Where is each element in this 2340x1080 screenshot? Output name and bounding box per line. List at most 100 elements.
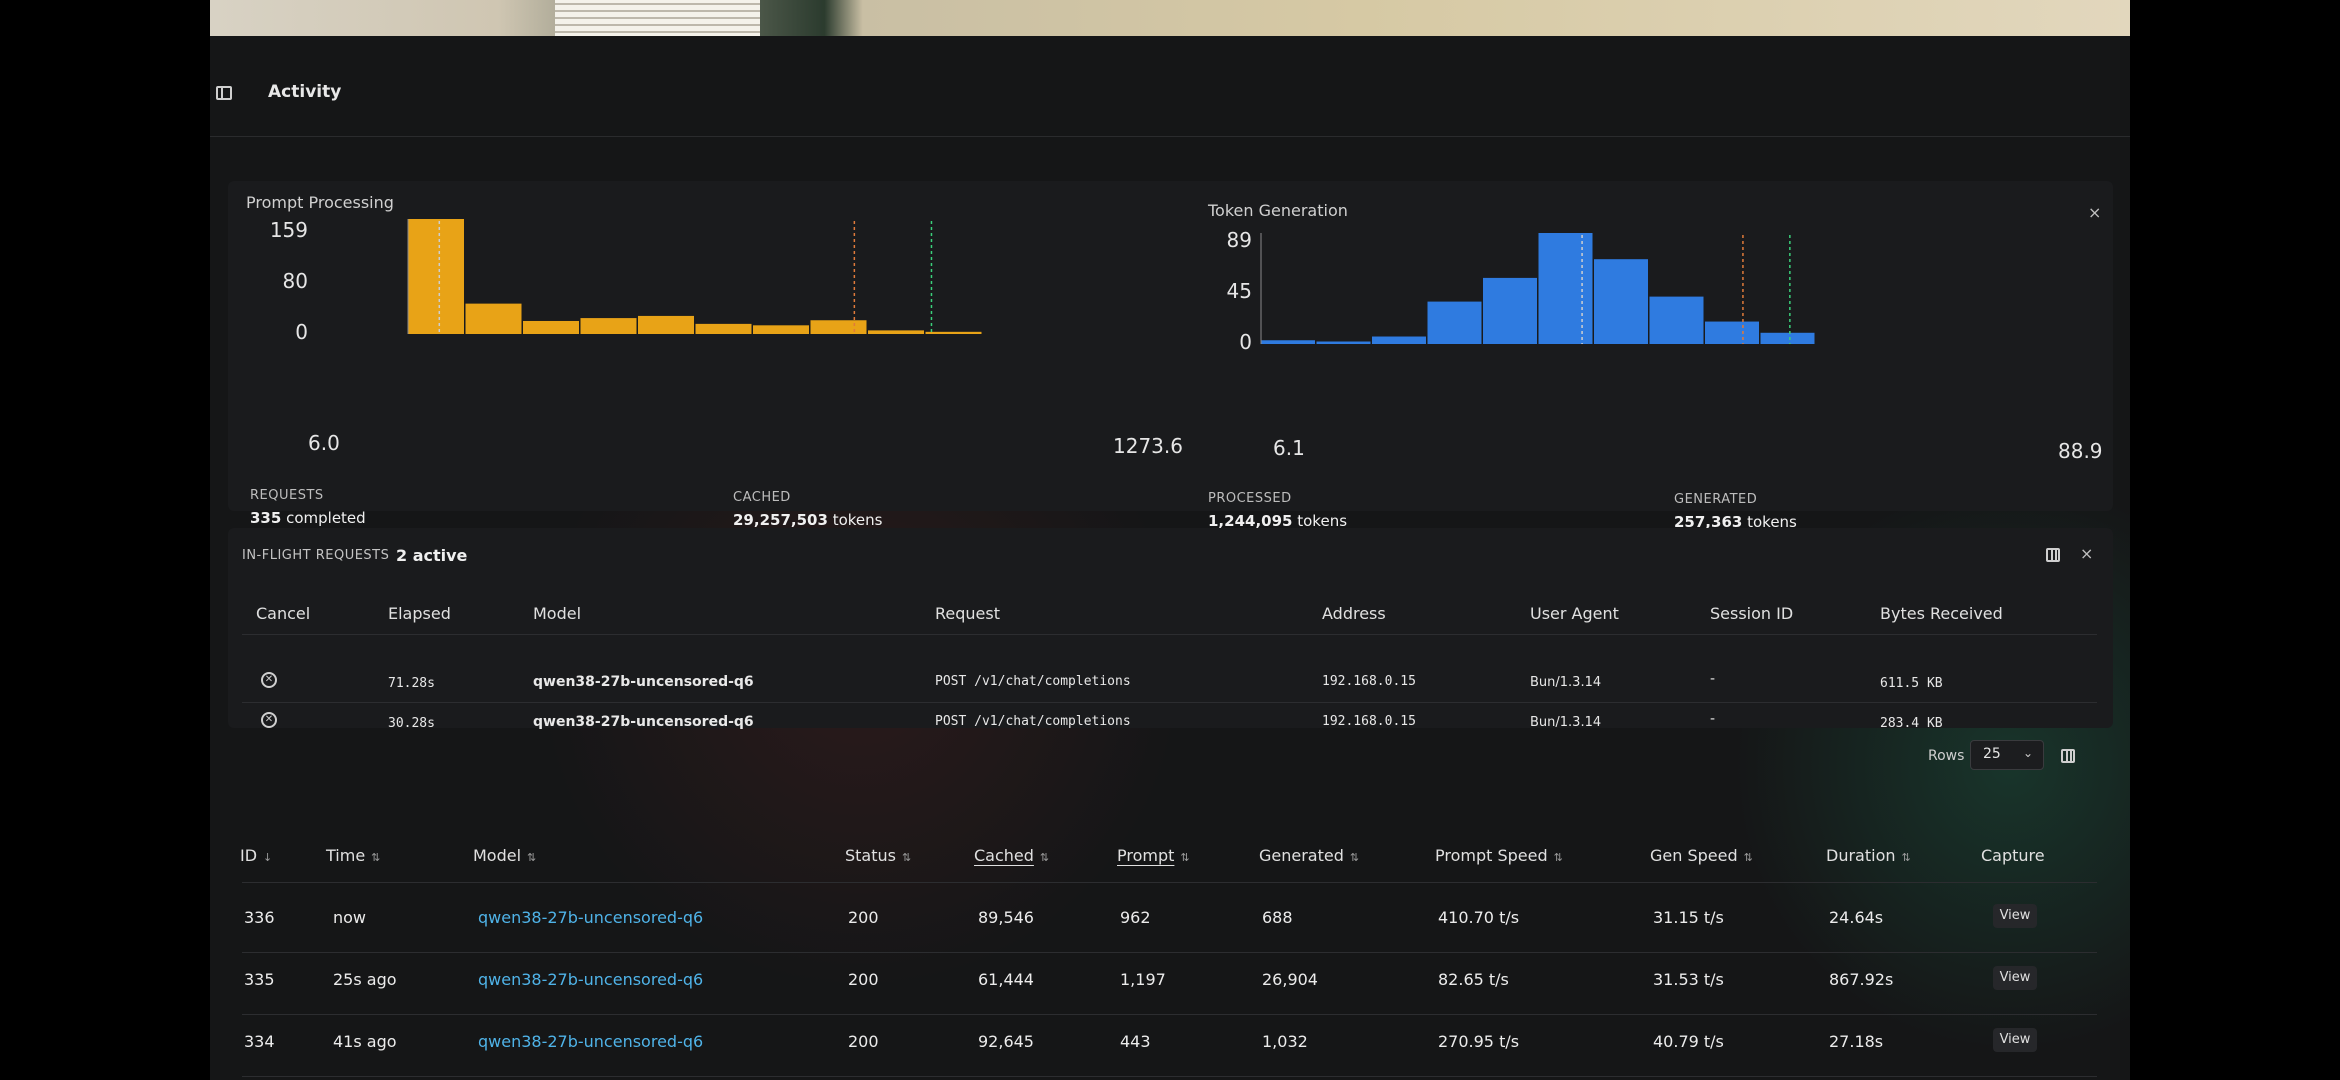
row-prompt: 443 xyxy=(1120,1032,1151,1051)
stat-label: CACHED xyxy=(733,490,791,505)
close-icon[interactable]: × xyxy=(2088,203,2102,222)
stat-label: REQUESTS xyxy=(250,488,324,503)
divider xyxy=(242,702,2097,703)
sort-icon: ⇅ xyxy=(527,851,537,864)
row-id: 336 xyxy=(244,908,275,927)
histogram-bar xyxy=(1705,321,1759,344)
gen-x-min: 6.1 xyxy=(1273,436,1305,460)
bytes: 283.4 KB xyxy=(1880,716,1943,731)
col-bytes-received[interactable]: Bytes Received xyxy=(1880,604,2003,623)
columns-icon[interactable] xyxy=(2046,548,2060,562)
col-status[interactable]: Status ⇅ xyxy=(845,846,912,865)
divider xyxy=(242,882,2097,883)
col-session-id[interactable]: Session ID xyxy=(1710,604,1794,623)
row-time: 25s ago xyxy=(333,970,397,989)
prompt-chart-title: Prompt Processing xyxy=(246,193,394,212)
row-cached: 61,444 xyxy=(978,970,1034,989)
row-generated: 1,032 xyxy=(1262,1032,1308,1051)
row-status: 200 xyxy=(848,970,879,989)
request: POST /v1/chat/completions xyxy=(935,714,1131,729)
sort-icon: ⇅ xyxy=(1349,851,1360,864)
cancel-icon[interactable]: ✕ xyxy=(261,672,277,688)
row-cached: 92,645 xyxy=(978,1032,1034,1051)
gen-y-max: 89 xyxy=(1227,228,1252,252)
sort-icon: ⇅ xyxy=(1743,851,1753,864)
cancel-icon[interactable]: ✕ xyxy=(261,712,277,728)
user-agent: Bun/1.3.14 xyxy=(1530,715,1602,730)
histogram-bar xyxy=(1316,341,1371,344)
row-gen-speed: 31.53 t/s xyxy=(1653,970,1724,989)
row-prompt: 962 xyxy=(1120,908,1151,927)
col-capture: Capture xyxy=(1981,846,2045,865)
col-prompt[interactable]: Prompt ⇅ xyxy=(1117,846,1190,865)
col-model[interactable]: Model ⇅ xyxy=(473,846,537,865)
histogram-bar xyxy=(465,303,522,334)
gen-x-max: 88.9 xyxy=(2058,439,2103,463)
window-blind xyxy=(555,0,760,38)
col-id[interactable]: ID ↓ xyxy=(240,846,273,865)
row-id: 334 xyxy=(244,1032,275,1051)
row-id: 335 xyxy=(244,970,275,989)
col-user-agent[interactable]: User Agent xyxy=(1530,604,1619,623)
col-request[interactable]: Request xyxy=(935,604,1000,623)
bytes: 611.5 KB xyxy=(1880,676,1943,691)
col-elapsed[interactable]: Elapsed xyxy=(388,604,451,623)
histogram-bar xyxy=(580,318,637,334)
inflight-title: IN-FLIGHT REQUESTS xyxy=(242,548,390,563)
sort-icon: ⇅ xyxy=(1553,851,1563,864)
view-button[interactable]: View xyxy=(1993,1028,2037,1052)
rows-select[interactable]: 25 ⌄ xyxy=(1970,740,2044,770)
stat-value: 1,244,095 tokens xyxy=(1208,512,1348,530)
stat-value: 257,363 tokens xyxy=(1674,513,1797,531)
col-address[interactable]: Address xyxy=(1322,604,1386,623)
stat-processed: PROCESSED 1,244,095 tokens xyxy=(1208,491,1347,530)
histogram-bar xyxy=(1594,259,1648,344)
stat-label: PROCESSED xyxy=(1208,491,1292,506)
divider xyxy=(242,1014,2097,1015)
row-generated: 26,904 xyxy=(1262,970,1318,989)
col-duration[interactable]: Duration ⇅ xyxy=(1826,846,1911,865)
sort-icon: ⇅ xyxy=(1901,851,1911,864)
sidebar-toggle-icon[interactable] xyxy=(216,86,232,100)
stat-value: 29,257,503 tokens xyxy=(733,511,883,529)
row-prompt-speed: 82.65 t/s xyxy=(1438,970,1509,989)
row-generated: 688 xyxy=(1262,908,1293,927)
col-model[interactable]: Model xyxy=(533,604,582,623)
divider xyxy=(242,1076,2097,1077)
col-gen-speed[interactable]: Gen Speed ⇅ xyxy=(1650,846,1753,865)
model: qwen38-27b-uncensored-q6 xyxy=(533,674,754,690)
histogram-bar xyxy=(523,320,579,334)
inflight-count: 2 active xyxy=(396,546,468,565)
col-generated[interactable]: Generated ⇅ xyxy=(1259,846,1360,865)
divider xyxy=(242,952,2097,953)
histogram-bar xyxy=(1261,340,1315,344)
col-prompt-speed[interactable]: Prompt Speed ⇅ xyxy=(1435,846,1563,865)
histogram-bar xyxy=(1760,332,1815,344)
row-duration: 27.18s xyxy=(1829,1032,1884,1051)
row-model[interactable]: qwen38-27b-uncensored-q6 xyxy=(478,908,704,927)
sort-desc-icon: ↓ xyxy=(263,851,273,864)
histogram-bar xyxy=(1649,296,1704,344)
col-cached[interactable]: Cached ⇅ xyxy=(974,846,1050,865)
stat-label: GENERATED xyxy=(1674,492,1758,507)
row-gen-speed: 40.79 t/s xyxy=(1653,1032,1724,1051)
address: 192.168.0.15 xyxy=(1322,674,1416,689)
row-time: 41s ago xyxy=(333,1032,397,1051)
row-status: 200 xyxy=(848,1032,879,1051)
row-model[interactable]: qwen38-27b-uncensored-q6 xyxy=(478,970,704,989)
row-gen-speed: 31.15 t/s xyxy=(1653,908,1724,927)
stat-generated: GENERATED 257,363 tokens xyxy=(1674,492,1797,531)
col-time[interactable]: Time ⇅ xyxy=(326,846,381,865)
view-button[interactable]: View xyxy=(1993,904,2037,928)
columns-icon[interactable] xyxy=(2061,749,2075,763)
row-model[interactable]: qwen38-27b-uncensored-q6 xyxy=(478,1032,704,1051)
inflight-panel: IN-FLIGHT REQUESTS 2 active × Cancel Ela… xyxy=(228,528,2113,731)
prompt-histogram: 159 80 0 xyxy=(270,218,982,341)
histogram-bar xyxy=(868,330,924,334)
view-button[interactable]: View xyxy=(1993,966,2037,990)
close-icon[interactable]: × xyxy=(2080,544,2094,563)
col-cancel[interactable]: Cancel xyxy=(256,604,311,623)
stat-value: 335 completed xyxy=(250,509,366,527)
row-status: 200 xyxy=(848,908,879,927)
divider xyxy=(210,136,2130,137)
